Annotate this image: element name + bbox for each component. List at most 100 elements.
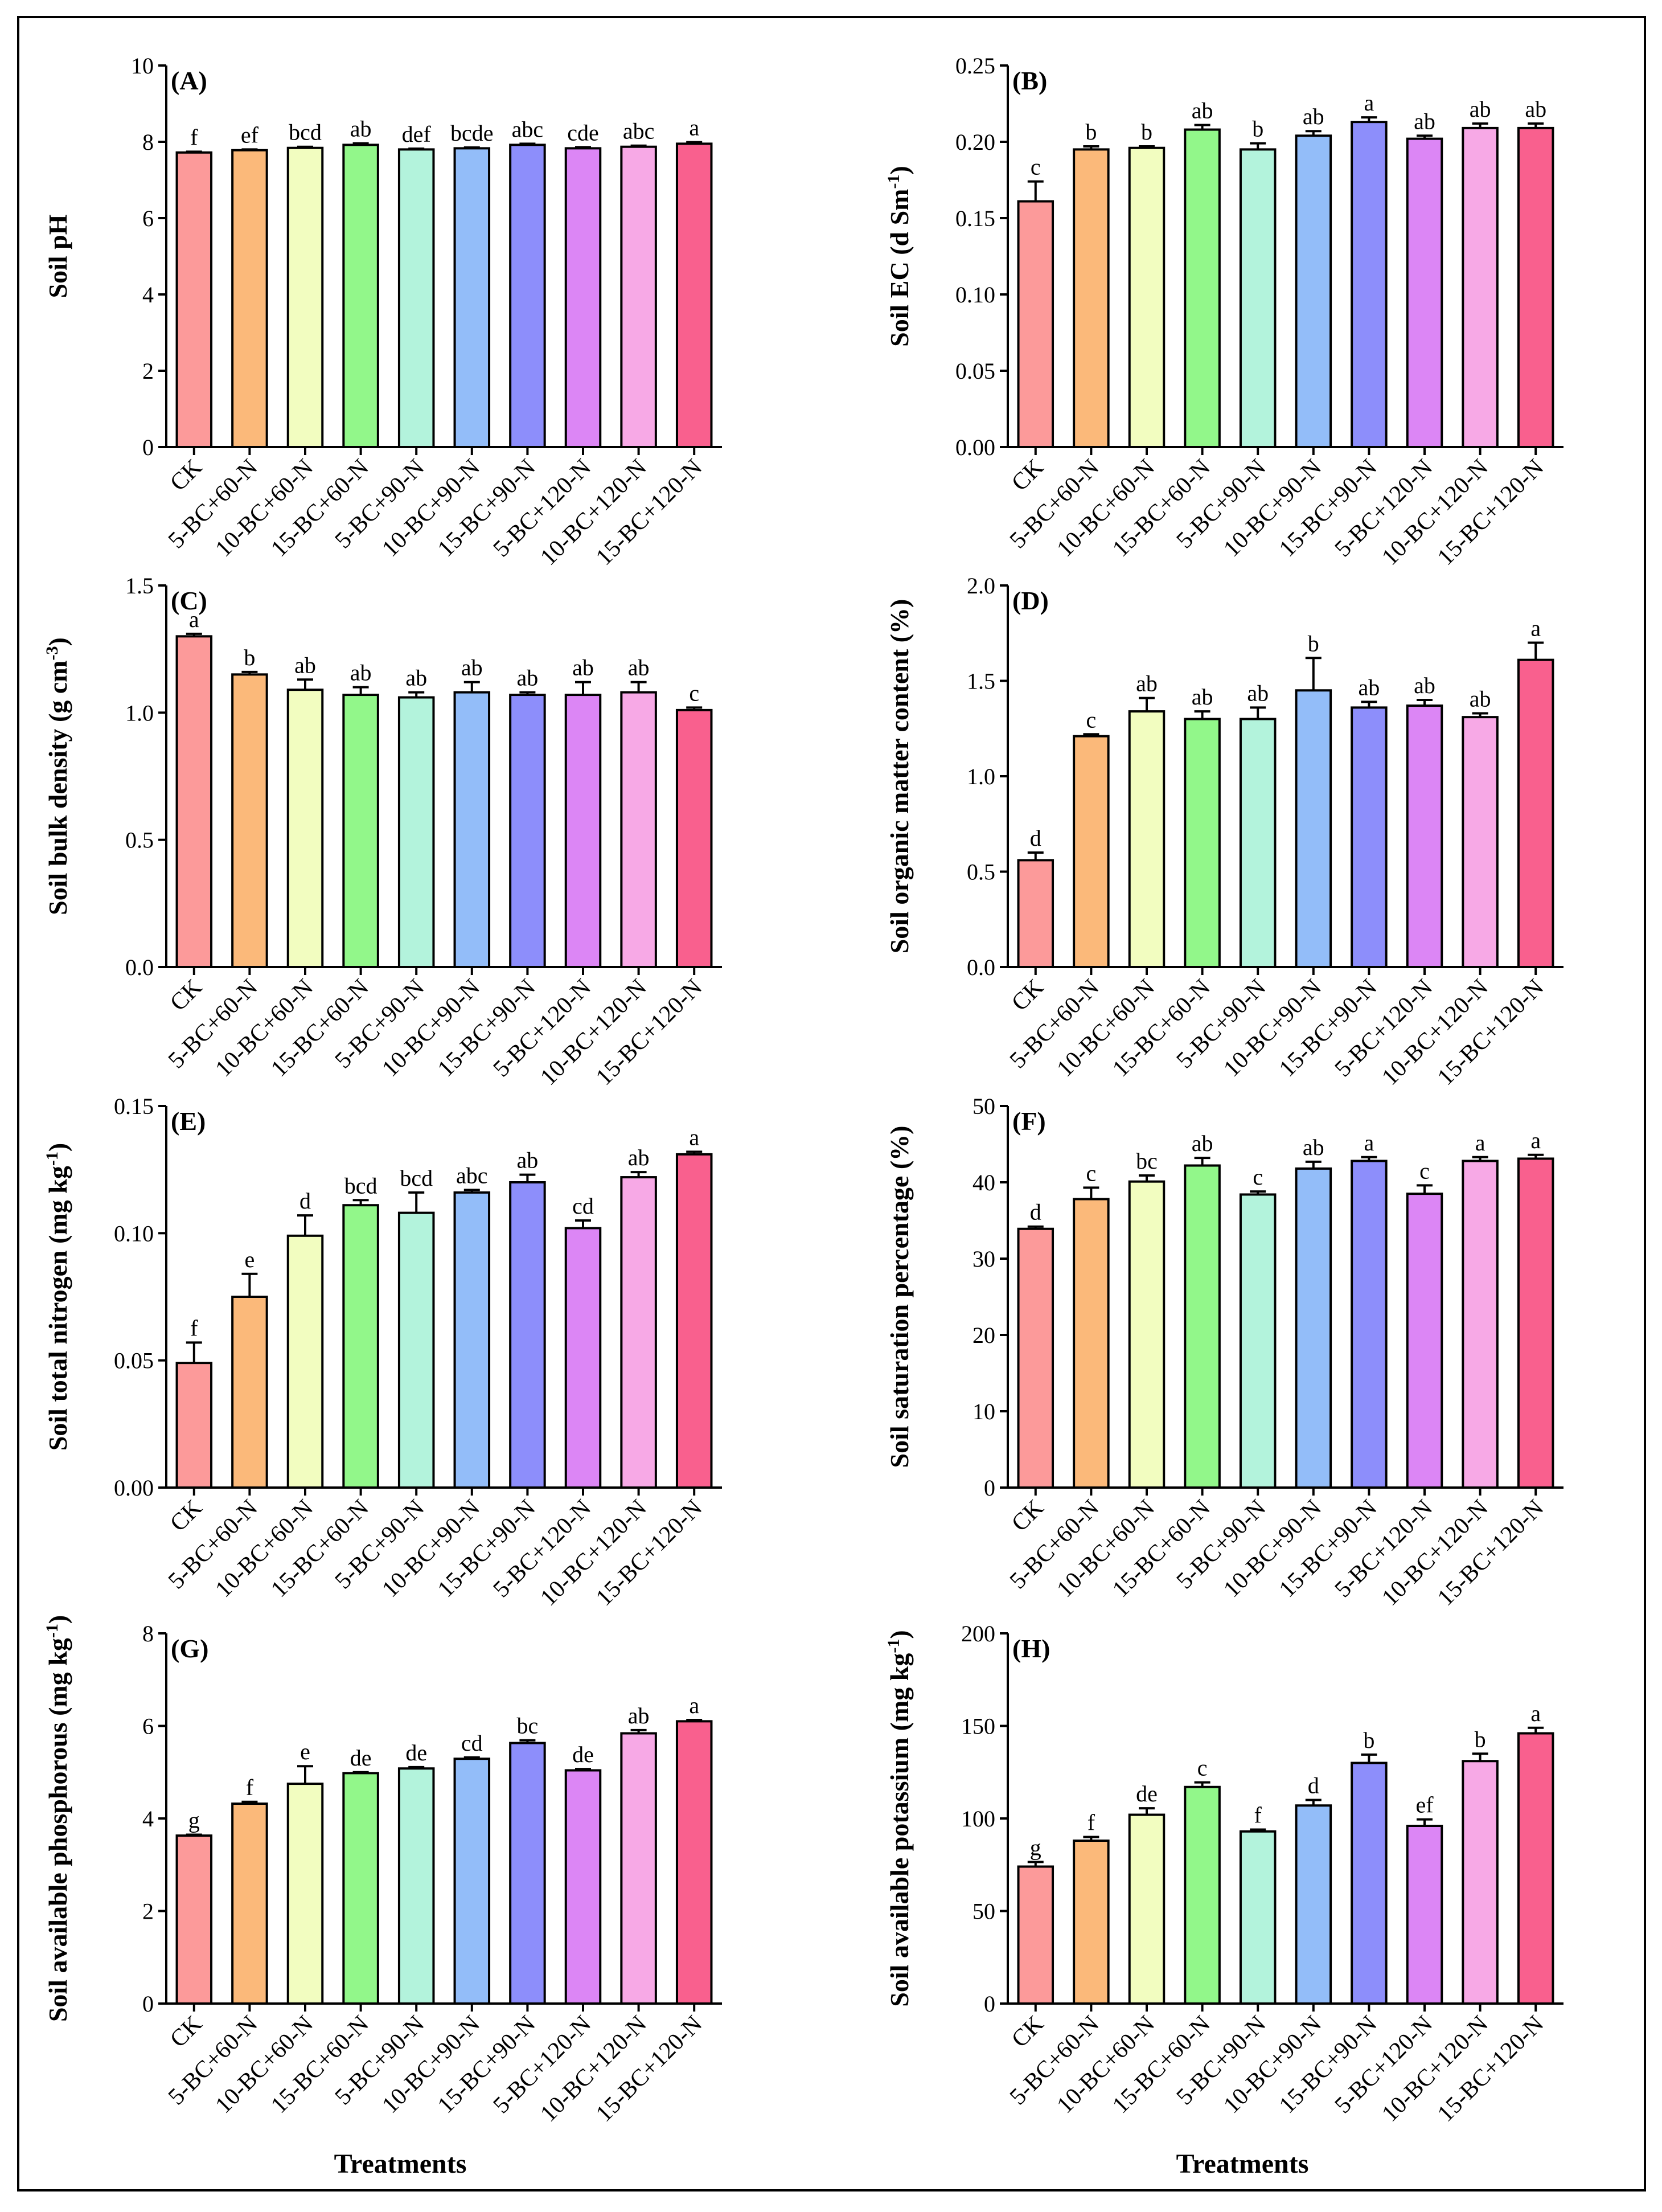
y-axis-label: Soil EC (d Sm-1) xyxy=(884,166,914,347)
significance-letter: c xyxy=(1419,1158,1430,1183)
bar xyxy=(1017,859,1054,969)
bar xyxy=(1462,126,1499,448)
significance-letter: c xyxy=(1086,1160,1097,1186)
panel-label: (F) xyxy=(1012,1107,1046,1136)
bar xyxy=(1017,200,1054,448)
significance-letter: b xyxy=(1363,1727,1374,1753)
x-tick-label: CK xyxy=(165,2011,207,2053)
significance-letter: ab xyxy=(350,660,372,686)
bar xyxy=(1239,148,1277,448)
bar xyxy=(231,1803,268,2005)
significance-letter: a xyxy=(1364,90,1374,116)
bar xyxy=(1239,1193,1277,1489)
y-tick-label: 0.10 xyxy=(114,1220,154,1246)
bar xyxy=(175,151,213,448)
x-axis-title-right: Treatments xyxy=(1176,2149,1309,2179)
x-tick-label: CK xyxy=(165,974,207,1017)
y-tick-label: 0.05 xyxy=(114,1348,154,1374)
bar xyxy=(1184,128,1221,448)
significance-letter: bcd xyxy=(289,120,322,145)
significance-letter: f xyxy=(1088,1810,1095,1836)
y-tick-label: 0 xyxy=(984,1475,995,1501)
y-tick-label: 0.5 xyxy=(967,859,995,885)
bar xyxy=(509,1181,546,1489)
y-tick-label: 0.5 xyxy=(125,828,154,853)
significance-letter: cde xyxy=(567,120,599,145)
significance-letter: a xyxy=(689,1693,699,1718)
y-tick-label: 0.15 xyxy=(114,1093,154,1119)
bar xyxy=(342,694,379,968)
bar xyxy=(1295,134,1332,448)
bar xyxy=(1517,1157,1554,1489)
bar xyxy=(675,1153,713,1489)
x-axis-title-left: Treatments xyxy=(334,2149,467,2179)
significance-letter: ab xyxy=(517,665,539,691)
y-tick-label: 50 xyxy=(972,1093,995,1119)
significance-letter: abc xyxy=(456,1162,488,1188)
y-tick-label: 8 xyxy=(142,1621,154,1646)
significance-letter: c xyxy=(1086,707,1097,732)
y-tick-label: 100 xyxy=(961,1806,995,1832)
bar xyxy=(1017,1227,1054,1489)
significance-letter: b xyxy=(1252,116,1263,142)
bar xyxy=(175,1362,213,1489)
significance-letter: ab xyxy=(350,116,372,142)
bar xyxy=(509,144,546,449)
panel-label: (A) xyxy=(171,66,207,95)
y-axis-label: Soil saturation percentage (%) xyxy=(885,1126,914,1468)
y-tick-label: 4 xyxy=(142,1806,154,1832)
significance-letter: ab xyxy=(294,652,316,678)
y-tick-label: 200 xyxy=(961,1621,995,1646)
significance-letter: a xyxy=(1530,616,1541,641)
significance-letter: g xyxy=(1030,1834,1041,1860)
y-tick-label: 0.00 xyxy=(955,435,995,460)
significance-letter: de xyxy=(572,1742,594,1767)
y-tick-label: 2 xyxy=(142,358,154,384)
panel-c: 0.0 0.5 1.0 1.5 Soil bulk density (g cm-3) (C… xyxy=(43,573,722,1091)
y-tick-label: 40 xyxy=(972,1170,995,1195)
bar xyxy=(509,694,546,968)
bar xyxy=(1406,1193,1443,1489)
y-tick-label: 0.00 xyxy=(114,1475,154,1501)
bar xyxy=(675,142,713,449)
significance-letter: a xyxy=(1475,1130,1485,1156)
bar xyxy=(1184,1164,1221,1489)
significance-letter: b xyxy=(1085,119,1097,145)
significance-letter: ab xyxy=(1414,673,1435,698)
significance-letter: c xyxy=(1253,1164,1263,1190)
y-tick-label: 1.0 xyxy=(125,700,154,726)
bar xyxy=(286,1783,324,2005)
bar xyxy=(1128,146,1166,449)
significance-letter: b xyxy=(1308,630,1319,656)
y-tick-label: 0.10 xyxy=(955,282,995,308)
significance-letter: a xyxy=(1364,1130,1374,1156)
bar xyxy=(1295,1804,1332,2005)
bar xyxy=(453,1191,491,1489)
bar xyxy=(286,1234,324,1489)
significance-letter: ab xyxy=(1470,96,1491,122)
x-tick-label: CK xyxy=(165,1495,207,1537)
significance-letter: ab xyxy=(461,655,483,681)
x-tick-label: CK xyxy=(1007,2011,1049,2053)
bar xyxy=(1406,704,1443,969)
bar xyxy=(1295,1167,1332,1489)
bar xyxy=(1462,716,1499,969)
significance-letter: g xyxy=(188,1807,200,1833)
significance-letter: ab xyxy=(1192,684,1213,710)
bar xyxy=(1239,718,1277,968)
significance-letter: e xyxy=(300,1739,310,1764)
significance-letter: ab xyxy=(572,655,594,681)
bar xyxy=(1517,658,1554,968)
significance-letter: cd xyxy=(572,1193,594,1219)
significance-letter: ab xyxy=(1247,680,1269,706)
y-tick-label: 2 xyxy=(142,1899,154,1924)
panel-h: 0 50 100 150 200 Soil available potassium (mg… xyxy=(884,1621,1563,2127)
panel-label: (B) xyxy=(1012,66,1047,95)
significance-letter: bcd xyxy=(400,1165,433,1191)
panel-g: 0 2 4 6 8 Soil available phosphorous (mg kg-1… xyxy=(43,1615,722,2127)
bar xyxy=(342,1772,379,2005)
y-tick-label: 6 xyxy=(142,1714,154,1739)
bar xyxy=(1351,706,1388,969)
significance-letter: bcde xyxy=(450,120,494,146)
bar xyxy=(453,691,491,968)
